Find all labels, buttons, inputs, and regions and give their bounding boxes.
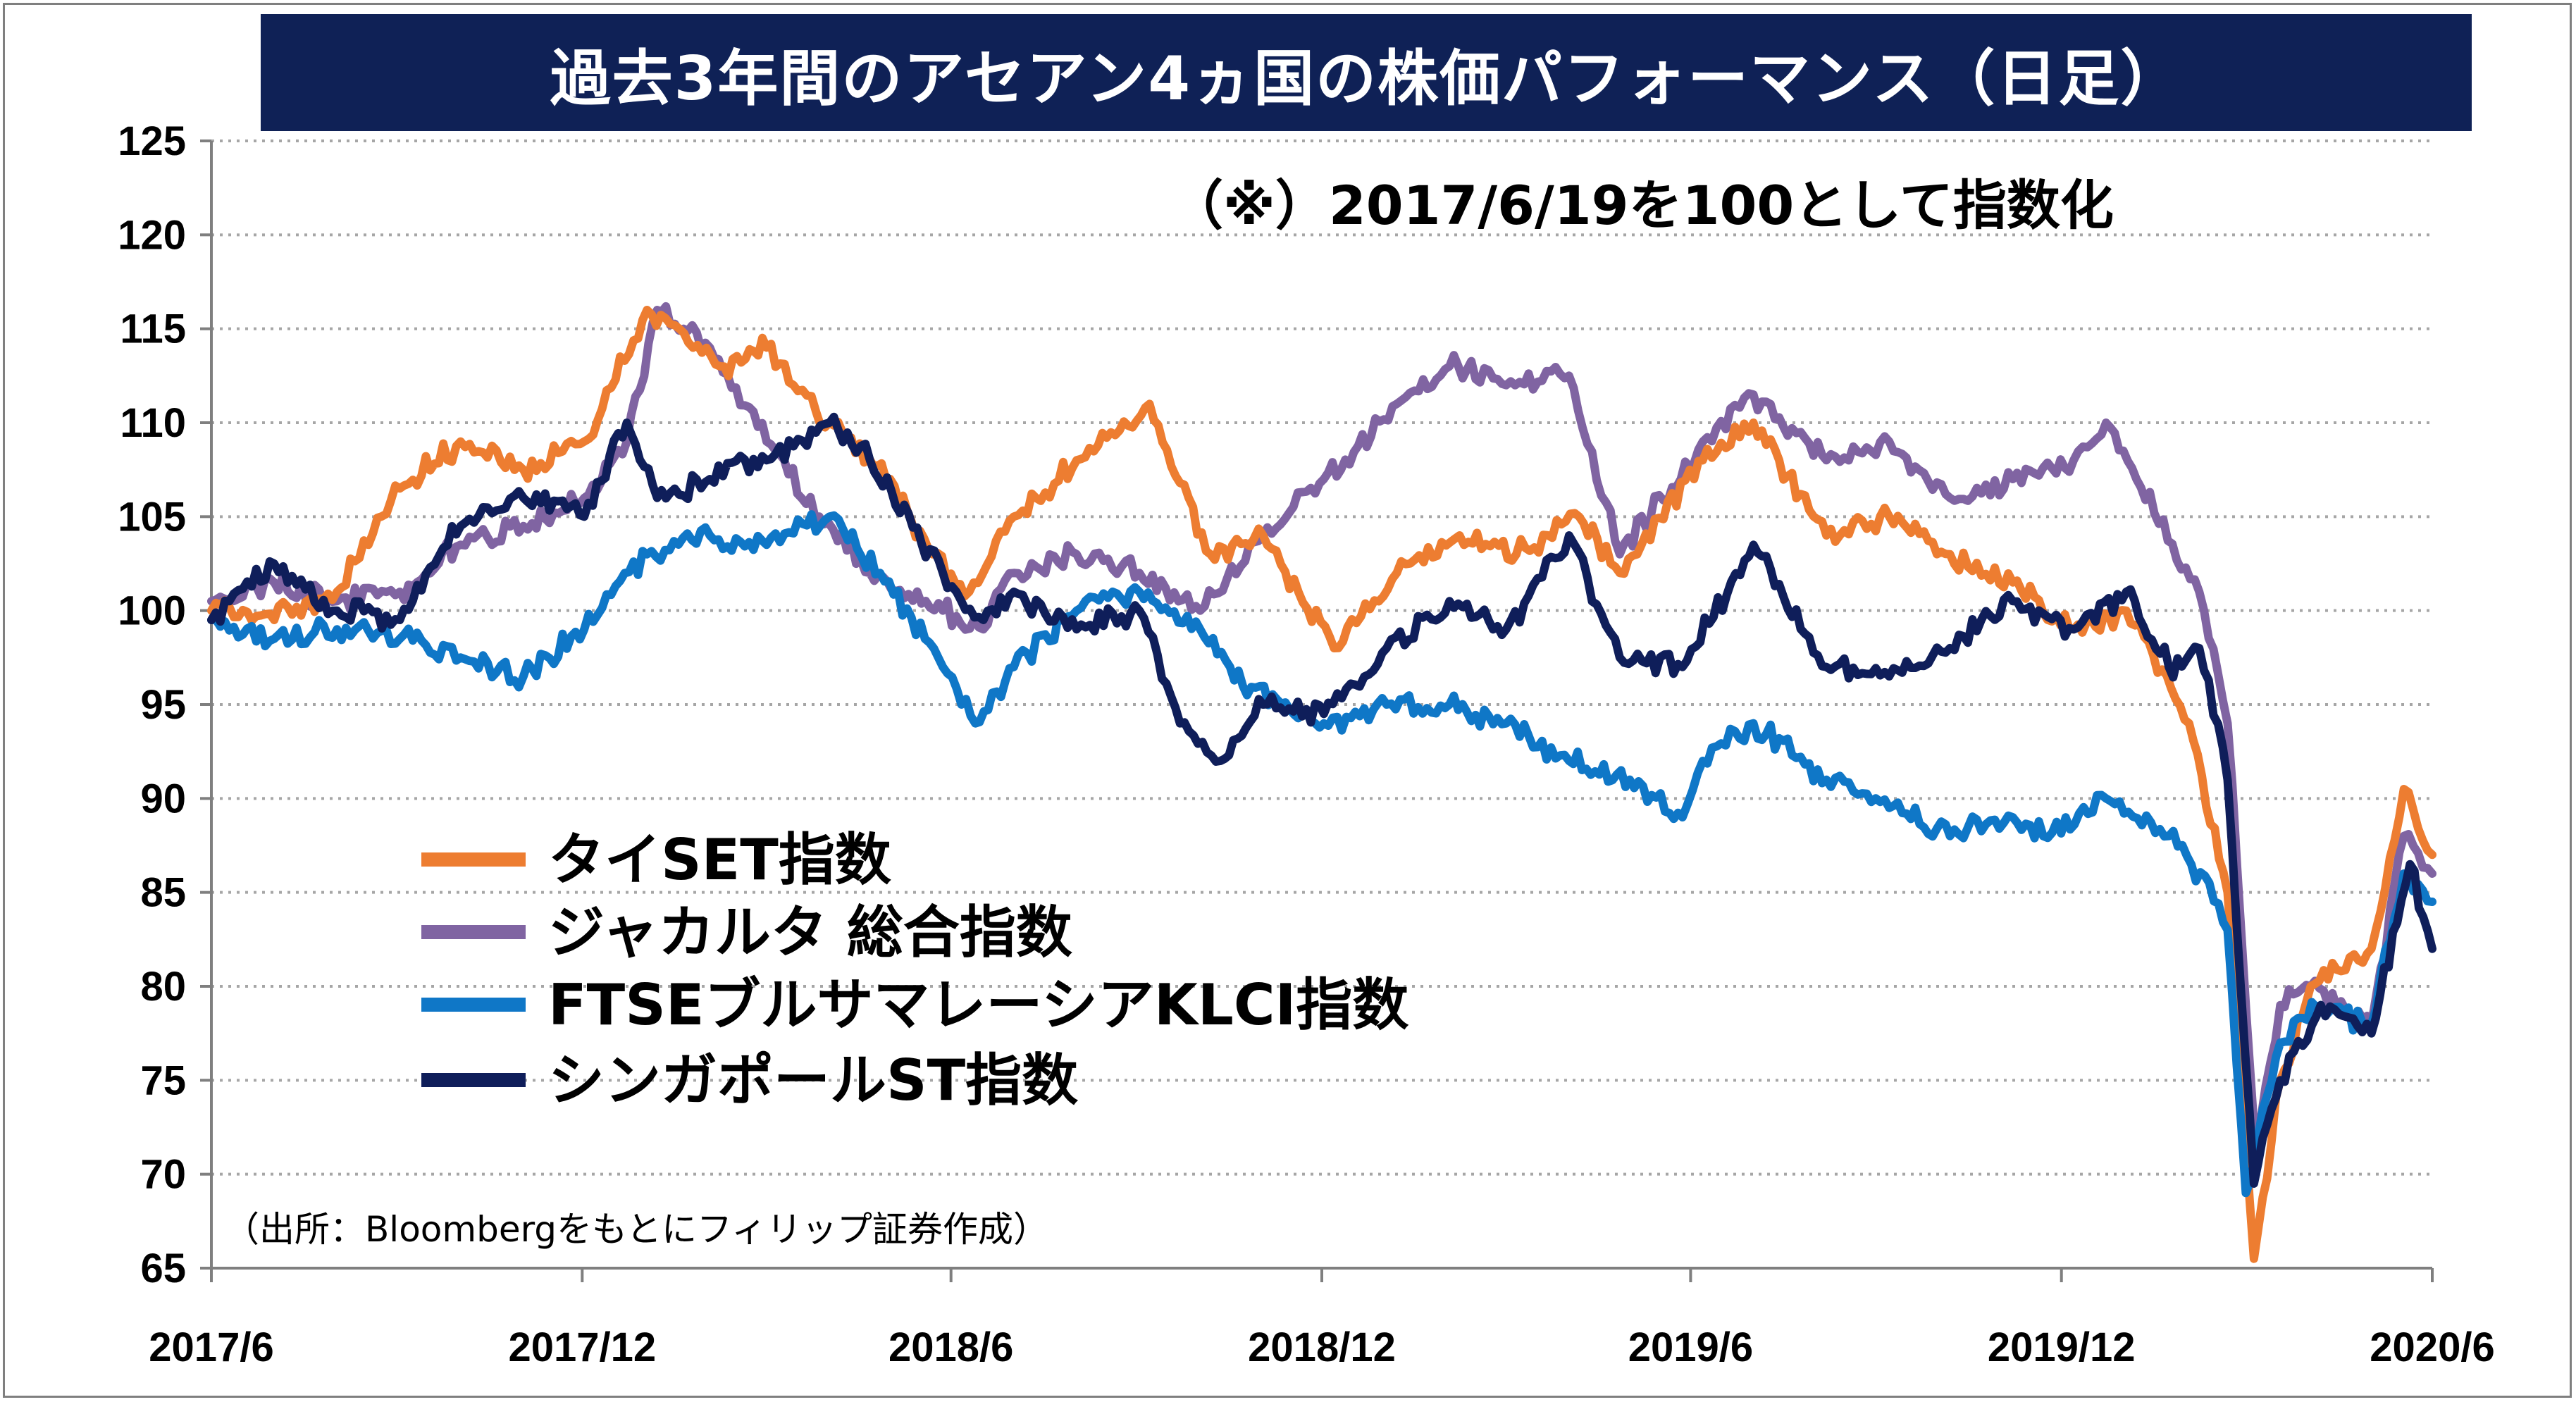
x-tick-label: 2017/6 bbox=[149, 1325, 273, 1370]
series-lines bbox=[207, 302, 2436, 1263]
series-line-0 bbox=[207, 306, 2436, 1263]
x-tick-label: 2019/6 bbox=[1628, 1325, 1753, 1370]
y-tick-label: 90 bbox=[140, 776, 186, 821]
x-axis-tick-labels: 2017/6 2017/12 2018/6 2018/12 2019/6 2019/12 2… bbox=[149, 1268, 2495, 1370]
y-tick-label: 65 bbox=[140, 1246, 186, 1291]
y-tick-label: 70 bbox=[140, 1152, 186, 1198]
index-note: （※）2017/6/19を100として指数化 bbox=[1170, 174, 2114, 237]
x-tick-label: 2019/12 bbox=[1988, 1325, 2136, 1370]
title-banner: 過去3年間のアセアン4ヵ国の株価パフォーマンス（日足） bbox=[261, 14, 2472, 131]
legend-label-set: タイSET指数 bbox=[548, 827, 891, 893]
x-tick-label: 2020/6 bbox=[2370, 1325, 2494, 1370]
series-line-3 bbox=[207, 412, 2436, 1188]
x-tick-label: 2018/12 bbox=[1248, 1325, 1396, 1370]
y-tick-label: 115 bbox=[120, 306, 186, 352]
series-line-2 bbox=[207, 510, 2436, 1198]
x-tick-label: 2017/12 bbox=[508, 1325, 656, 1370]
source-note: （出所：Bloombergをもとにフィリップ証券作成） bbox=[224, 1209, 1048, 1250]
legend-label-sti: シンガポールST指数 bbox=[548, 1048, 1078, 1113]
y-tick-label: 75 bbox=[140, 1057, 186, 1103]
chart-title: 過去3年間のアセアン4ヵ国の株価パフォーマンス（日足） bbox=[550, 43, 2183, 114]
y-axis-tick-labels: 65 70 75 80 85 90 95 100 105 110 115 120 125 bbox=[118, 118, 186, 1291]
y-tick-label: 80 bbox=[140, 964, 186, 1010]
legend-label-klci: FTSEブルサマレーシアKLCI指数 bbox=[548, 972, 1408, 1038]
y-tick-label: 125 bbox=[118, 118, 186, 164]
series-line-1 bbox=[207, 302, 2436, 1160]
x-tick-label: 2018/6 bbox=[888, 1325, 1013, 1370]
legend-label-jci: ジャカルタ 総合指数 bbox=[548, 900, 1072, 965]
legend: タイSET指数 ジャカルタ 総合指数 FTSEブルサマレーシアKLCI指数 シン… bbox=[421, 827, 1408, 1113]
y-tick-label: 95 bbox=[140, 682, 186, 728]
y-tick-label: 85 bbox=[140, 870, 186, 916]
y-tick-label: 105 bbox=[118, 494, 186, 540]
y-tick-label: 120 bbox=[118, 212, 186, 258]
y-tick-label: 110 bbox=[120, 400, 186, 446]
y-tick-label: 100 bbox=[118, 588, 186, 634]
